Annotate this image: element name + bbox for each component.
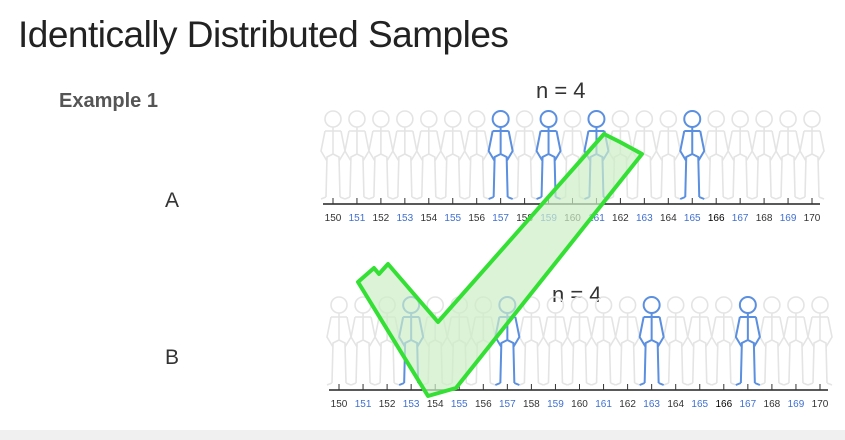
axis-tick-label: 167 <box>740 399 757 410</box>
axis-tick-label: 168 <box>756 213 773 224</box>
axis-tick-label: 164 <box>667 399 684 410</box>
row-a-label: A <box>165 189 180 212</box>
sampled-person-icon <box>487 110 514 200</box>
background-person-icon <box>463 110 490 200</box>
axis-tick-label: 161 <box>588 213 605 224</box>
axis-tick-label: 151 <box>349 213 366 224</box>
axis-tick-label: 161 <box>595 399 612 410</box>
axis-tick-label: 170 <box>812 399 829 410</box>
axis-tick-label: 164 <box>660 213 677 224</box>
sampled-person-icon <box>679 110 706 200</box>
axis-tick-label: 152 <box>379 399 396 410</box>
axis-tick-label: 156 <box>475 399 492 410</box>
background-person-icon <box>799 110 825 200</box>
row-a-n-label: n = 4 <box>536 78 586 103</box>
example-label: Example 1 <box>59 90 158 112</box>
axis-tick-label: 159 <box>547 399 564 410</box>
axis-tick-label: 157 <box>499 399 516 410</box>
slide-title: Identically Distributed Samples <box>18 14 509 55</box>
background-person-icon <box>703 110 730 200</box>
axis-tick-label: 150 <box>325 213 342 224</box>
background-person-icon <box>775 110 801 200</box>
row-b-n-label: n = 4 <box>552 282 602 307</box>
axis-tick-label: 160 <box>571 399 588 410</box>
axis-tick-label: 169 <box>788 399 805 410</box>
axis-tick-label: 167 <box>732 213 749 224</box>
axis-tick-label: 163 <box>636 213 653 224</box>
axis-tick-label: 157 <box>492 213 509 224</box>
background-person-icon <box>439 110 466 200</box>
background-person-icon <box>542 296 569 386</box>
background-person-icon <box>350 296 376 386</box>
background-person-icon <box>415 110 442 200</box>
axis-tick-label: 155 <box>451 399 468 410</box>
axis-tick-label: 154 <box>420 213 437 224</box>
background-person-icon <box>655 110 682 200</box>
background-person-icon <box>392 110 418 200</box>
axis-tick-label: 170 <box>804 213 821 224</box>
axis-tick-label: 166 <box>708 213 725 224</box>
axis-tick-label: 169 <box>780 213 797 224</box>
axis-tick-label: 158 <box>523 399 540 410</box>
axis-tick-label: 154 <box>427 399 444 410</box>
sampled-person-icon <box>638 296 665 386</box>
axis-tick-label: 156 <box>468 213 485 224</box>
background-person-icon <box>326 296 352 386</box>
axis-tick-label: 151 <box>355 399 372 410</box>
axis-tick-label: 163 <box>643 399 660 410</box>
background-person-icon <box>511 110 538 200</box>
background-person-icon <box>807 296 833 386</box>
axis-tick-label: 165 <box>691 399 708 410</box>
background-person-icon <box>614 296 641 386</box>
axis-tick-label: 158 <box>516 213 533 224</box>
axis-tick-label: 153 <box>403 399 420 410</box>
axis-tick-label: 155 <box>444 213 461 224</box>
row-b-axis: 150 151 152 153 154 155 156 157 158 159 160 161 162 1… <box>329 384 829 410</box>
background-person-icon <box>320 110 346 200</box>
axis-tick-label: 150 <box>331 399 348 410</box>
background-person-icon <box>368 110 394 200</box>
background-person-icon <box>727 110 753 200</box>
axis-tick-label: 153 <box>397 213 414 224</box>
background-person-icon <box>590 296 617 386</box>
axis-tick-label: 162 <box>619 399 636 410</box>
background-person-icon <box>566 296 593 386</box>
axis-tick-label: 162 <box>612 213 629 224</box>
background-person-icon <box>686 296 713 386</box>
background-person-icon <box>759 296 785 386</box>
background-person-icon <box>751 110 777 200</box>
axis-tick-label: 168 <box>764 399 781 410</box>
background-person-icon <box>518 296 545 386</box>
axis-tick-label: 165 <box>684 213 701 224</box>
row-b-label: B <box>165 346 180 369</box>
background-person-icon <box>344 110 370 200</box>
axis-tick-label: 166 <box>715 399 732 410</box>
axis-tick-label: 152 <box>373 213 390 224</box>
checkmark-icon <box>356 132 644 398</box>
background-person-icon <box>783 296 809 386</box>
background-person-icon <box>662 296 689 386</box>
bottom-bar <box>0 430 845 440</box>
sampled-person-icon <box>734 296 761 386</box>
background-person-icon <box>710 296 737 386</box>
